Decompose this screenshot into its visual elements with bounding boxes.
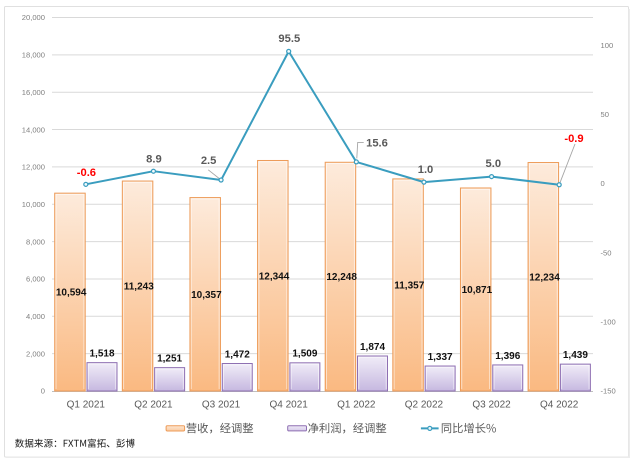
svg-text:1,439: 1,439 (563, 350, 588, 361)
svg-text:-0.6: -0.6 (77, 167, 96, 179)
svg-text:1,509: 1,509 (292, 349, 317, 360)
svg-text:10,594: 10,594 (56, 288, 87, 299)
svg-text:10,000: 10,000 (22, 200, 45, 209)
svg-text:18,000: 18,000 (22, 51, 45, 60)
svg-text:1,472: 1,472 (225, 349, 250, 360)
svg-text:1,337: 1,337 (428, 352, 453, 363)
svg-text:12,000: 12,000 (22, 163, 45, 172)
svg-text:5.0: 5.0 (486, 158, 502, 170)
svg-text:Q3 2022: Q3 2022 (472, 400, 511, 411)
svg-text:-100: -100 (601, 318, 616, 327)
svg-text:12,248: 12,248 (326, 272, 357, 283)
svg-text:12,344: 12,344 (259, 271, 290, 282)
svg-text:Q4 2021: Q4 2021 (270, 400, 309, 411)
svg-text:10,871: 10,871 (462, 285, 493, 296)
svg-text:8.9: 8.9 (146, 153, 162, 165)
svg-text:1,874: 1,874 (360, 342, 385, 353)
svg-text:16,000: 16,000 (22, 88, 45, 97)
svg-text:4,000: 4,000 (26, 312, 45, 321)
svg-text:8,000: 8,000 (26, 237, 45, 246)
svg-text:1,518: 1,518 (89, 349, 114, 360)
svg-text:-0.9: -0.9 (564, 133, 583, 145)
svg-text:6,000: 6,000 (26, 275, 45, 284)
svg-text:1.0: 1.0 (418, 164, 434, 176)
svg-text:-50: -50 (601, 248, 612, 257)
svg-text:10,357: 10,357 (191, 290, 222, 301)
svg-text:Q2 2022: Q2 2022 (405, 400, 444, 411)
svg-text:50: 50 (601, 110, 609, 119)
svg-text:0: 0 (41, 387, 45, 396)
svg-text:-150: -150 (601, 387, 616, 396)
svg-text:12,234: 12,234 (529, 272, 560, 283)
svg-text:2,000: 2,000 (26, 349, 45, 358)
svg-text:14,000: 14,000 (22, 125, 45, 134)
svg-text:11,357: 11,357 (394, 281, 424, 292)
svg-text:Q1 2021: Q1 2021 (67, 400, 106, 411)
svg-text:Q4 2022: Q4 2022 (540, 400, 579, 411)
svg-text:Q3 2021: Q3 2021 (202, 400, 241, 411)
svg-text:Q1 2022: Q1 2022 (337, 400, 376, 411)
svg-text:95.5: 95.5 (278, 33, 300, 45)
svg-text:0: 0 (601, 179, 605, 188)
svg-text:1,251: 1,251 (157, 354, 182, 365)
svg-text:11,243: 11,243 (124, 282, 154, 293)
svg-text:2.5: 2.5 (201, 155, 217, 167)
svg-text:Q2 2021: Q2 2021 (134, 400, 173, 411)
svg-text:1,396: 1,396 (495, 351, 520, 362)
svg-text:15.6: 15.6 (366, 138, 388, 150)
svg-text:20,000: 20,000 (22, 13, 45, 22)
svg-text:100: 100 (601, 41, 614, 50)
